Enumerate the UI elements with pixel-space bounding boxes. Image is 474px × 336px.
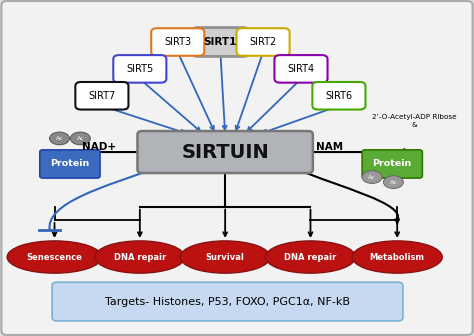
Ellipse shape — [180, 241, 270, 273]
Ellipse shape — [362, 171, 382, 183]
FancyBboxPatch shape — [137, 131, 313, 173]
Text: Metabolism: Metabolism — [370, 253, 425, 261]
FancyBboxPatch shape — [75, 82, 128, 110]
Text: Ac: Ac — [368, 175, 376, 179]
FancyBboxPatch shape — [362, 150, 422, 178]
Text: SIRT6: SIRT6 — [325, 91, 353, 101]
Text: SIRT7: SIRT7 — [88, 91, 116, 101]
Ellipse shape — [70, 132, 90, 145]
Ellipse shape — [7, 241, 102, 273]
Text: Protein: Protein — [50, 160, 90, 168]
Text: Targets- Histones, P53, FOXO, PGC1α, NF-kB: Targets- Histones, P53, FOXO, PGC1α, NF-… — [105, 297, 350, 306]
Text: SIRT3: SIRT3 — [164, 37, 191, 47]
Text: SIRT5: SIRT5 — [126, 64, 154, 74]
Text: NAM: NAM — [316, 142, 343, 152]
Text: SIRT2: SIRT2 — [249, 37, 277, 47]
Text: 2’-O-Acetyl-ADP Ribose
&: 2’-O-Acetyl-ADP Ribose & — [373, 114, 457, 128]
Text: DNA repair: DNA repair — [114, 253, 166, 261]
Ellipse shape — [383, 176, 403, 188]
Text: NAD+: NAD+ — [82, 142, 117, 152]
Ellipse shape — [50, 132, 69, 145]
Text: Senescence: Senescence — [27, 253, 82, 261]
Text: SIRT4: SIRT4 — [287, 64, 315, 74]
Text: SIRT1: SIRT1 — [204, 37, 237, 47]
FancyBboxPatch shape — [113, 55, 166, 83]
Ellipse shape — [265, 241, 356, 273]
FancyBboxPatch shape — [151, 28, 204, 56]
Text: Ac: Ac — [76, 136, 84, 141]
Text: Survival: Survival — [206, 253, 245, 261]
Text: SIRTUIN: SIRTUIN — [181, 142, 269, 162]
Text: Protein: Protein — [373, 160, 412, 168]
FancyBboxPatch shape — [192, 28, 248, 56]
FancyBboxPatch shape — [52, 282, 403, 321]
Ellipse shape — [352, 241, 442, 273]
Text: Ac: Ac — [390, 180, 397, 184]
Text: DNA repair: DNA repair — [284, 253, 337, 261]
FancyBboxPatch shape — [312, 82, 365, 110]
FancyBboxPatch shape — [40, 150, 100, 178]
FancyBboxPatch shape — [274, 55, 328, 83]
Ellipse shape — [95, 241, 185, 273]
Text: Ac: Ac — [55, 136, 64, 141]
FancyBboxPatch shape — [237, 28, 290, 56]
